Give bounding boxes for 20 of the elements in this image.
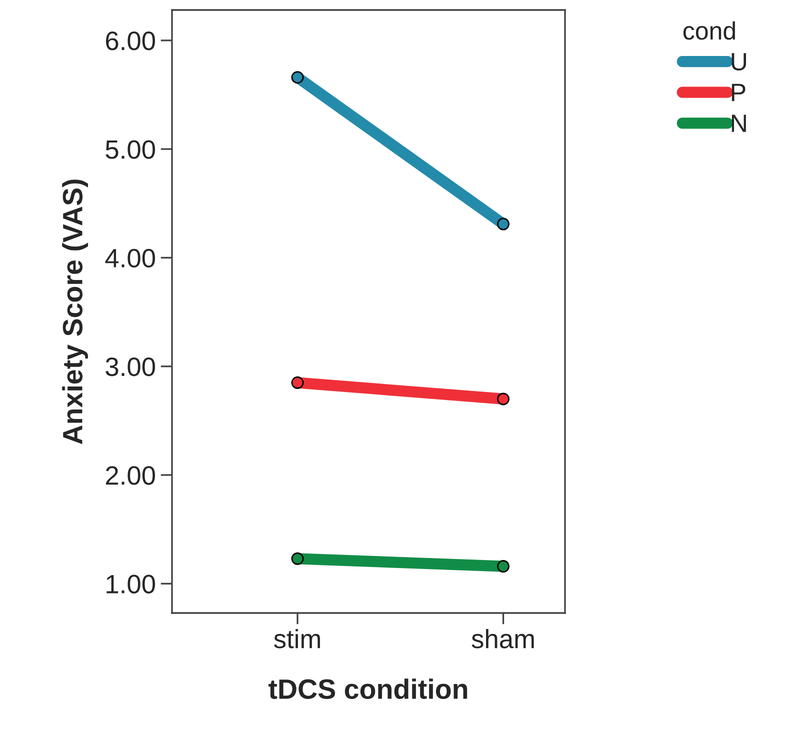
legend-label: N xyxy=(732,114,746,132)
y-tick-label: 2.00 xyxy=(106,466,155,485)
y-tick-label: 1.00 xyxy=(106,574,155,594)
y-tick-label: 4.00 xyxy=(105,248,155,268)
x-axis-title: tDCS condition xyxy=(268,678,468,699)
y-tick-label: 5.00 xyxy=(106,140,155,159)
point xyxy=(497,560,510,573)
point xyxy=(291,71,304,84)
x-tick-label: stim xyxy=(274,628,320,648)
point xyxy=(497,392,510,406)
point xyxy=(291,552,304,565)
legend-label: P xyxy=(732,84,746,102)
y-tick-label: 6.00 xyxy=(106,32,155,50)
y-tick-label: 3.00 xyxy=(106,358,155,376)
legend-label: U xyxy=(732,53,746,71)
x-tick-label: sham xyxy=(472,628,534,648)
legend-title: cond xyxy=(683,21,735,40)
y-axis-title: Anxiety Score (VAS) xyxy=(62,180,88,444)
point xyxy=(291,376,304,389)
point xyxy=(497,218,510,230)
